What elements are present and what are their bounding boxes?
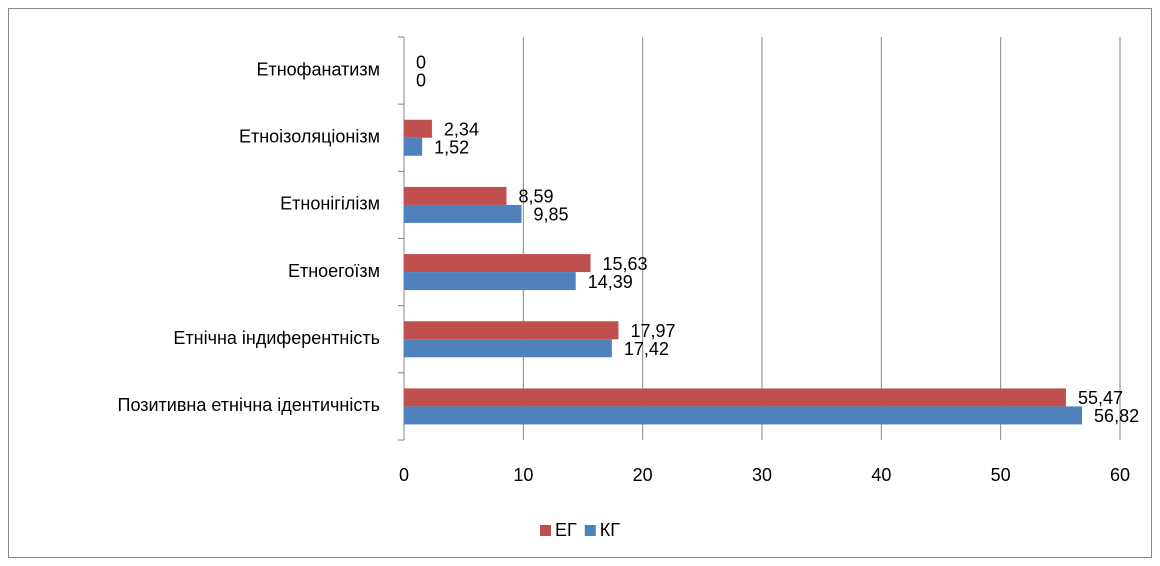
data-label: 0 — [416, 52, 426, 72]
data-label: 55,47 — [1078, 388, 1123, 408]
data-label: 9,85 — [534, 205, 569, 225]
data-label: 56,82 — [1094, 406, 1139, 426]
legend-label: ЕГ — [555, 520, 577, 540]
y-tick-label: Етнонігілізм — [280, 194, 380, 214]
data-label: 2,34 — [444, 120, 479, 140]
y-tick-label: Етнофанатизм — [256, 59, 380, 79]
data-label: 8,59 — [519, 187, 554, 207]
y-tick-label: Етнічна індиферентність — [173, 328, 380, 348]
bar — [404, 137, 423, 156]
data-label: 1,52 — [434, 138, 469, 158]
x-tick-label: 60 — [1110, 465, 1130, 485]
data-label: 17,97 — [630, 321, 675, 341]
data-label: 14,39 — [588, 272, 633, 292]
bar — [404, 339, 612, 358]
legend-swatch — [540, 525, 551, 536]
bar — [404, 186, 507, 205]
data-label: 17,42 — [624, 339, 669, 359]
bar — [404, 254, 591, 273]
bar — [404, 119, 432, 138]
x-tick-label: 40 — [871, 465, 891, 485]
bar — [404, 204, 522, 223]
y-tick-label: Етноегоїзм — [288, 261, 380, 281]
chart-frame — [8, 8, 1152, 558]
y-tick-label: Етноізоляціонізм — [239, 127, 380, 147]
x-tick-label: 0 — [399, 465, 409, 485]
y-tick-label: Позитивна етнічна ідентичність — [118, 395, 381, 415]
bar — [404, 388, 1066, 407]
bar — [404, 272, 576, 291]
bar — [404, 406, 1083, 425]
x-tick-label: 10 — [513, 465, 533, 485]
x-tick-label: 30 — [752, 465, 772, 485]
legend-label: КГ — [600, 520, 620, 540]
data-label: 0 — [416, 70, 426, 90]
data-label: 15,63 — [603, 254, 648, 274]
bar — [404, 321, 619, 340]
legend-swatch — [584, 525, 596, 536]
x-tick-label: 20 — [633, 465, 653, 485]
x-tick-label: 50 — [991, 465, 1011, 485]
